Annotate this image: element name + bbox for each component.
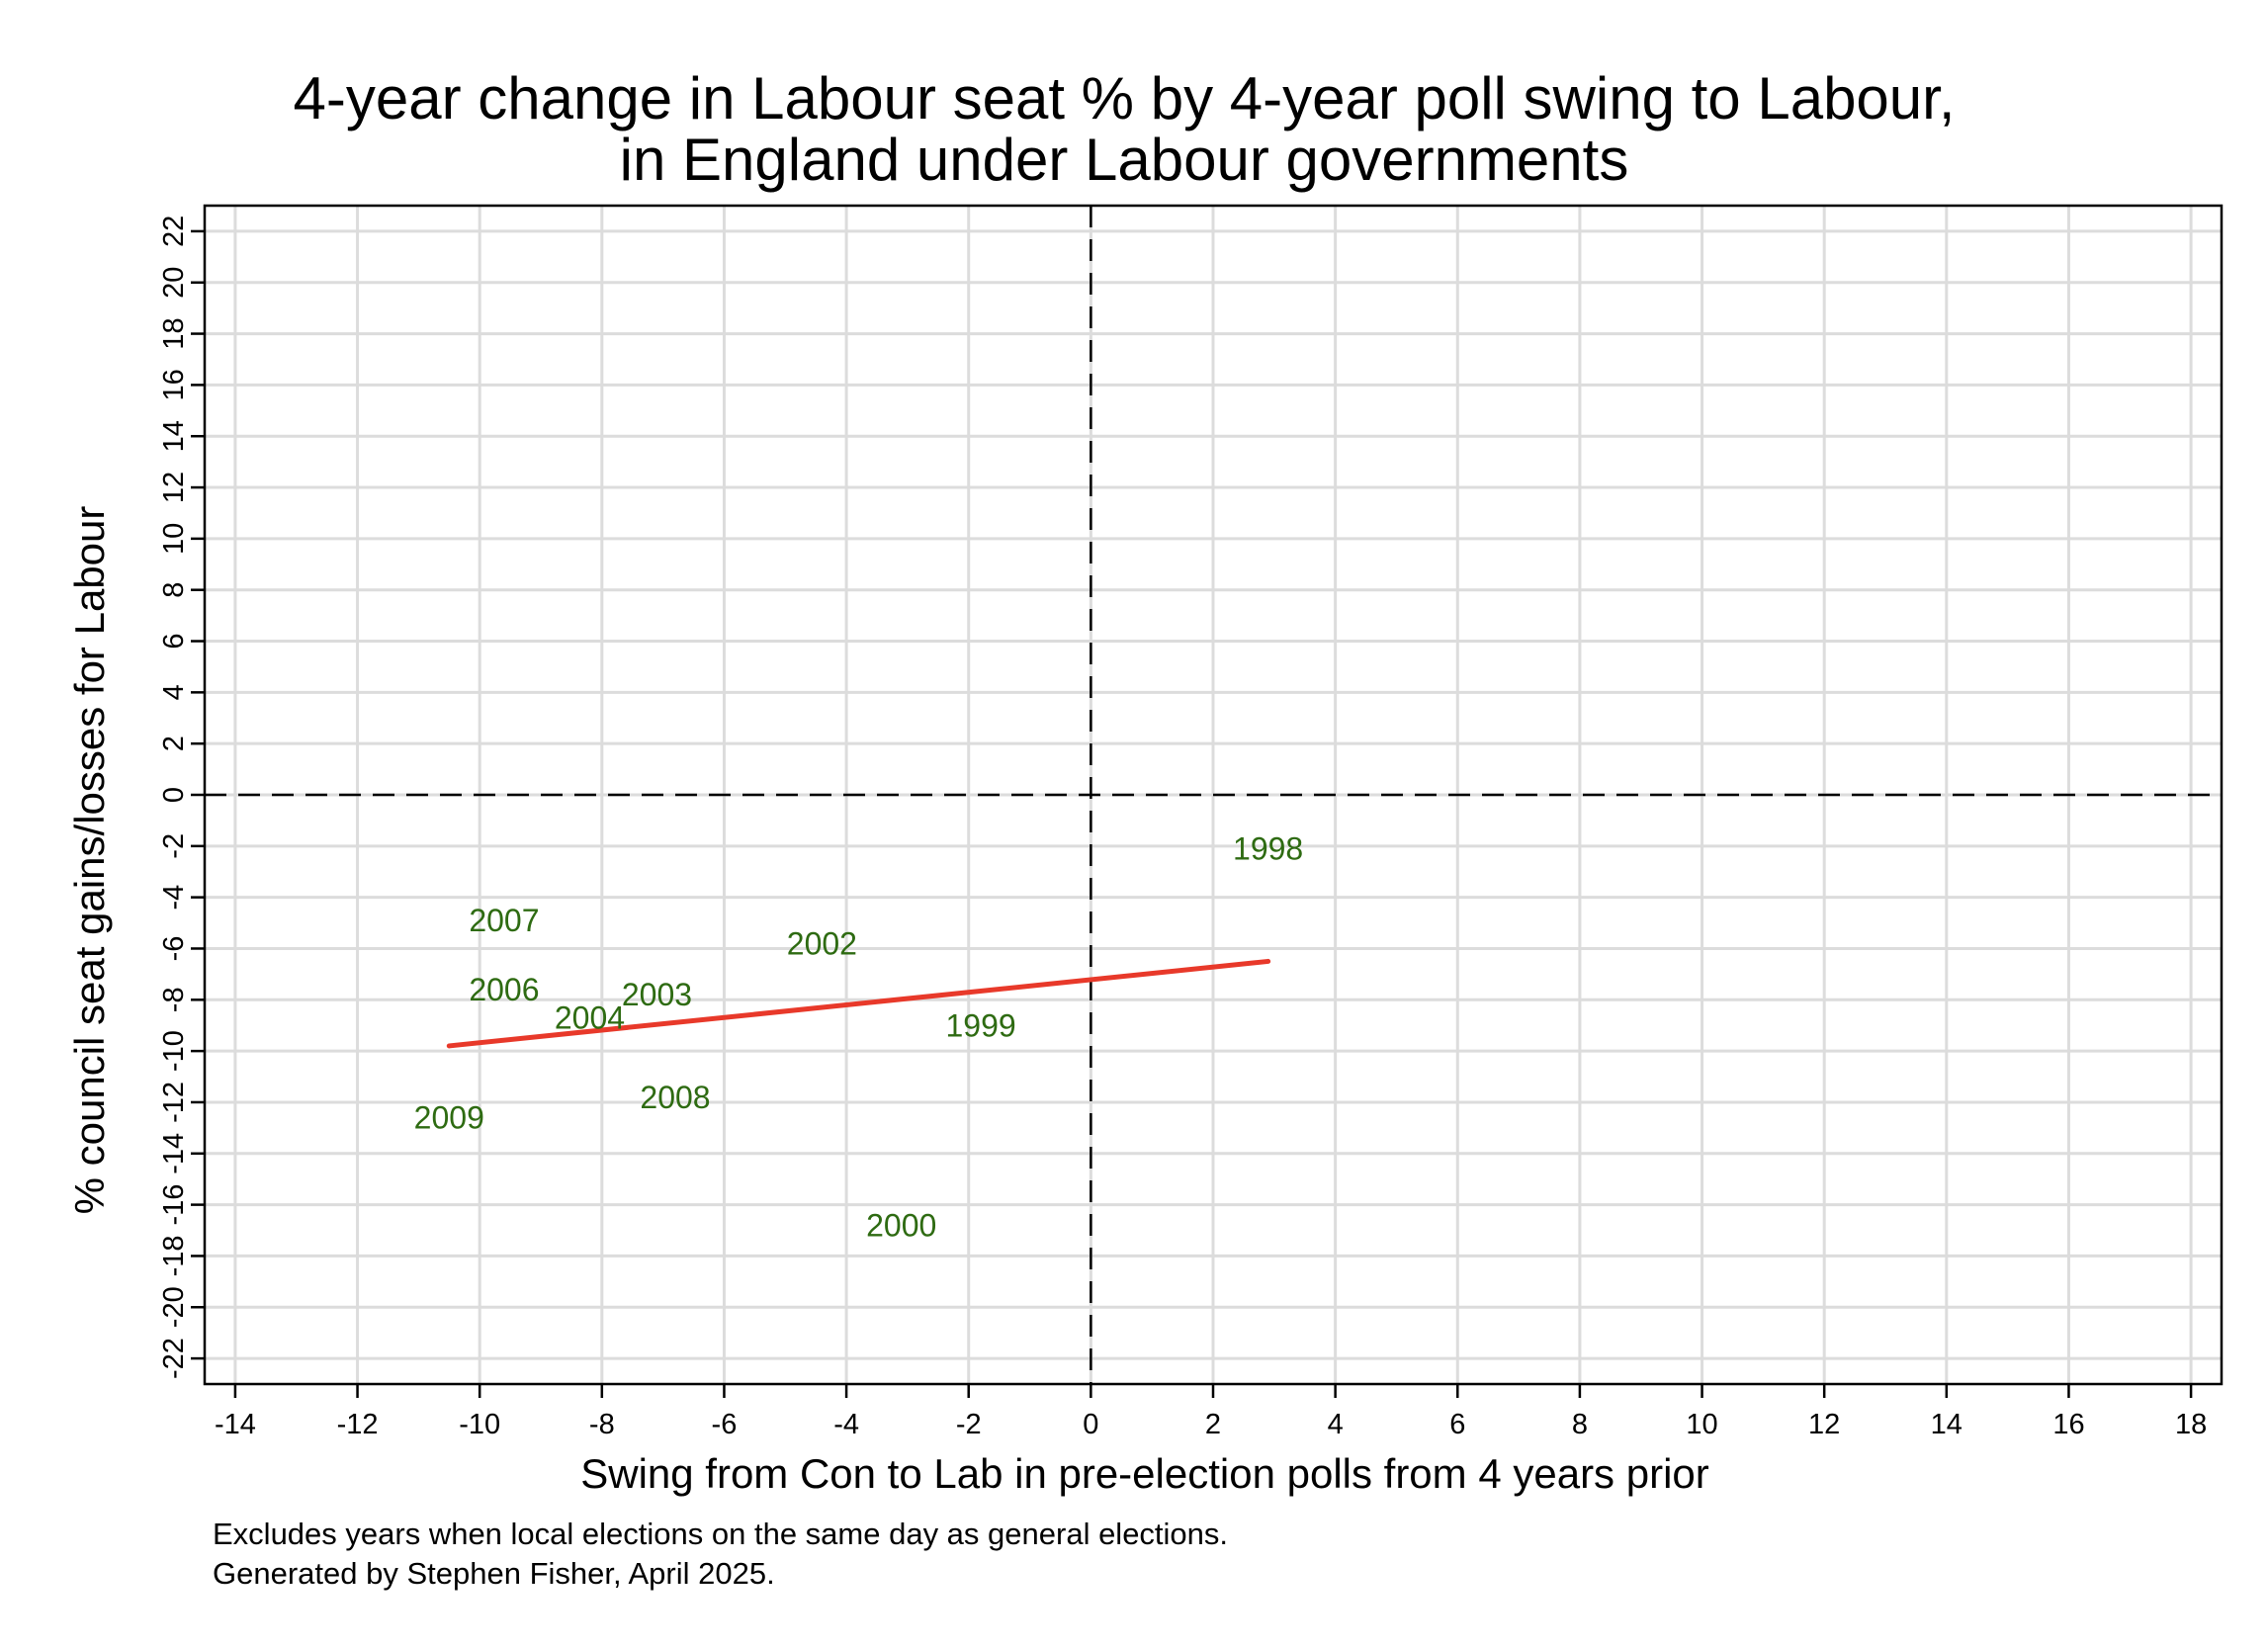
y-tick-label: 14 [158, 420, 190, 452]
x-tick-label: 14 [1931, 1409, 1963, 1440]
data-point-2006: 2006 [469, 972, 539, 1007]
y-tick-label: 20 [158, 267, 190, 299]
x-tick-label: 10 [1686, 1409, 1717, 1440]
y-tick-label: 8 [158, 582, 190, 598]
data-point-1998: 1998 [1233, 830, 1303, 866]
y-tick-label: 12 [158, 472, 190, 503]
x-tick-label: -8 [589, 1409, 615, 1440]
y-tick-label: 18 [158, 317, 190, 349]
data-point-2002: 2002 [787, 925, 857, 961]
x-tick-label: -6 [712, 1409, 738, 1440]
data-point-2003: 2003 [622, 977, 692, 1012]
data-point-1999: 1999 [945, 1007, 1015, 1043]
x-axis-title: Swing from Con to Lab in pre-election po… [580, 1450, 1709, 1497]
y-tick-label: -14 [158, 1133, 190, 1174]
footnote-2: Generated by Stephen Fisher, April 2025. [213, 1556, 775, 1591]
chart-title-line-2: in England under Labour governments [620, 127, 1629, 193]
x-tick-label: 4 [1328, 1409, 1344, 1440]
y-tick-label: -16 [158, 1184, 190, 1226]
x-tick-label: 16 [2052, 1409, 2084, 1440]
y-tick-label: -8 [158, 987, 190, 1012]
data-point-2007: 2007 [469, 903, 539, 938]
fit-line-group [446, 958, 1271, 1049]
x-tick-label: -12 [337, 1409, 379, 1440]
reference-lines [205, 206, 2222, 1384]
y-tick-label: 6 [158, 633, 190, 649]
y-tick-label: 2 [158, 736, 190, 751]
y-tick-label: -22 [158, 1338, 190, 1379]
y-tick-label: -18 [158, 1235, 190, 1276]
x-tick-label: -4 [833, 1409, 859, 1440]
y-tick-label: -2 [158, 833, 190, 859]
chart-title-line-1: 4-year change in Labour seat % by 4-year… [293, 65, 1955, 131]
x-tick-label: -10 [459, 1409, 500, 1440]
x-tick-label: 0 [1083, 1409, 1098, 1440]
y-tick-label: 4 [158, 684, 190, 700]
x-tick-label: 12 [1808, 1409, 1840, 1440]
data-point-2009: 2009 [414, 1100, 484, 1136]
y-tick-label: 22 [158, 216, 190, 247]
x-tick-label: 18 [2175, 1409, 2207, 1440]
x-tick-label: 2 [1205, 1409, 1221, 1440]
y-tick-label: 16 [158, 369, 190, 400]
fit-line [446, 958, 1271, 1049]
x-tick-label: 8 [1572, 1409, 1588, 1440]
y-tick-label: -10 [158, 1030, 190, 1072]
data-point-2008: 2008 [640, 1080, 710, 1115]
y-tick-label: -20 [158, 1286, 190, 1328]
y-tick-label: 10 [158, 523, 190, 555]
x-tick-label: 6 [1449, 1409, 1465, 1440]
x-tick-label: -14 [215, 1409, 256, 1440]
y-tick-label: -4 [158, 885, 190, 911]
footnote-1: Excludes years when local elections on t… [213, 1517, 1228, 1551]
data-point-2004: 2004 [555, 999, 625, 1035]
y-tick-label: -12 [158, 1082, 190, 1123]
y-tick-label: 0 [158, 787, 190, 803]
axis-ticks: -14 -12 -10 -8 -6 -4 -2 0 2 4 6 8 10 12 14 16 18-22-20-1… [158, 216, 2207, 1440]
y-tick-label: -6 [158, 936, 190, 962]
y-axis-title: % council seat gains/losses for Labour [66, 506, 113, 1215]
x-tick-label: -2 [956, 1409, 982, 1440]
data-point-2000: 2000 [866, 1207, 936, 1243]
